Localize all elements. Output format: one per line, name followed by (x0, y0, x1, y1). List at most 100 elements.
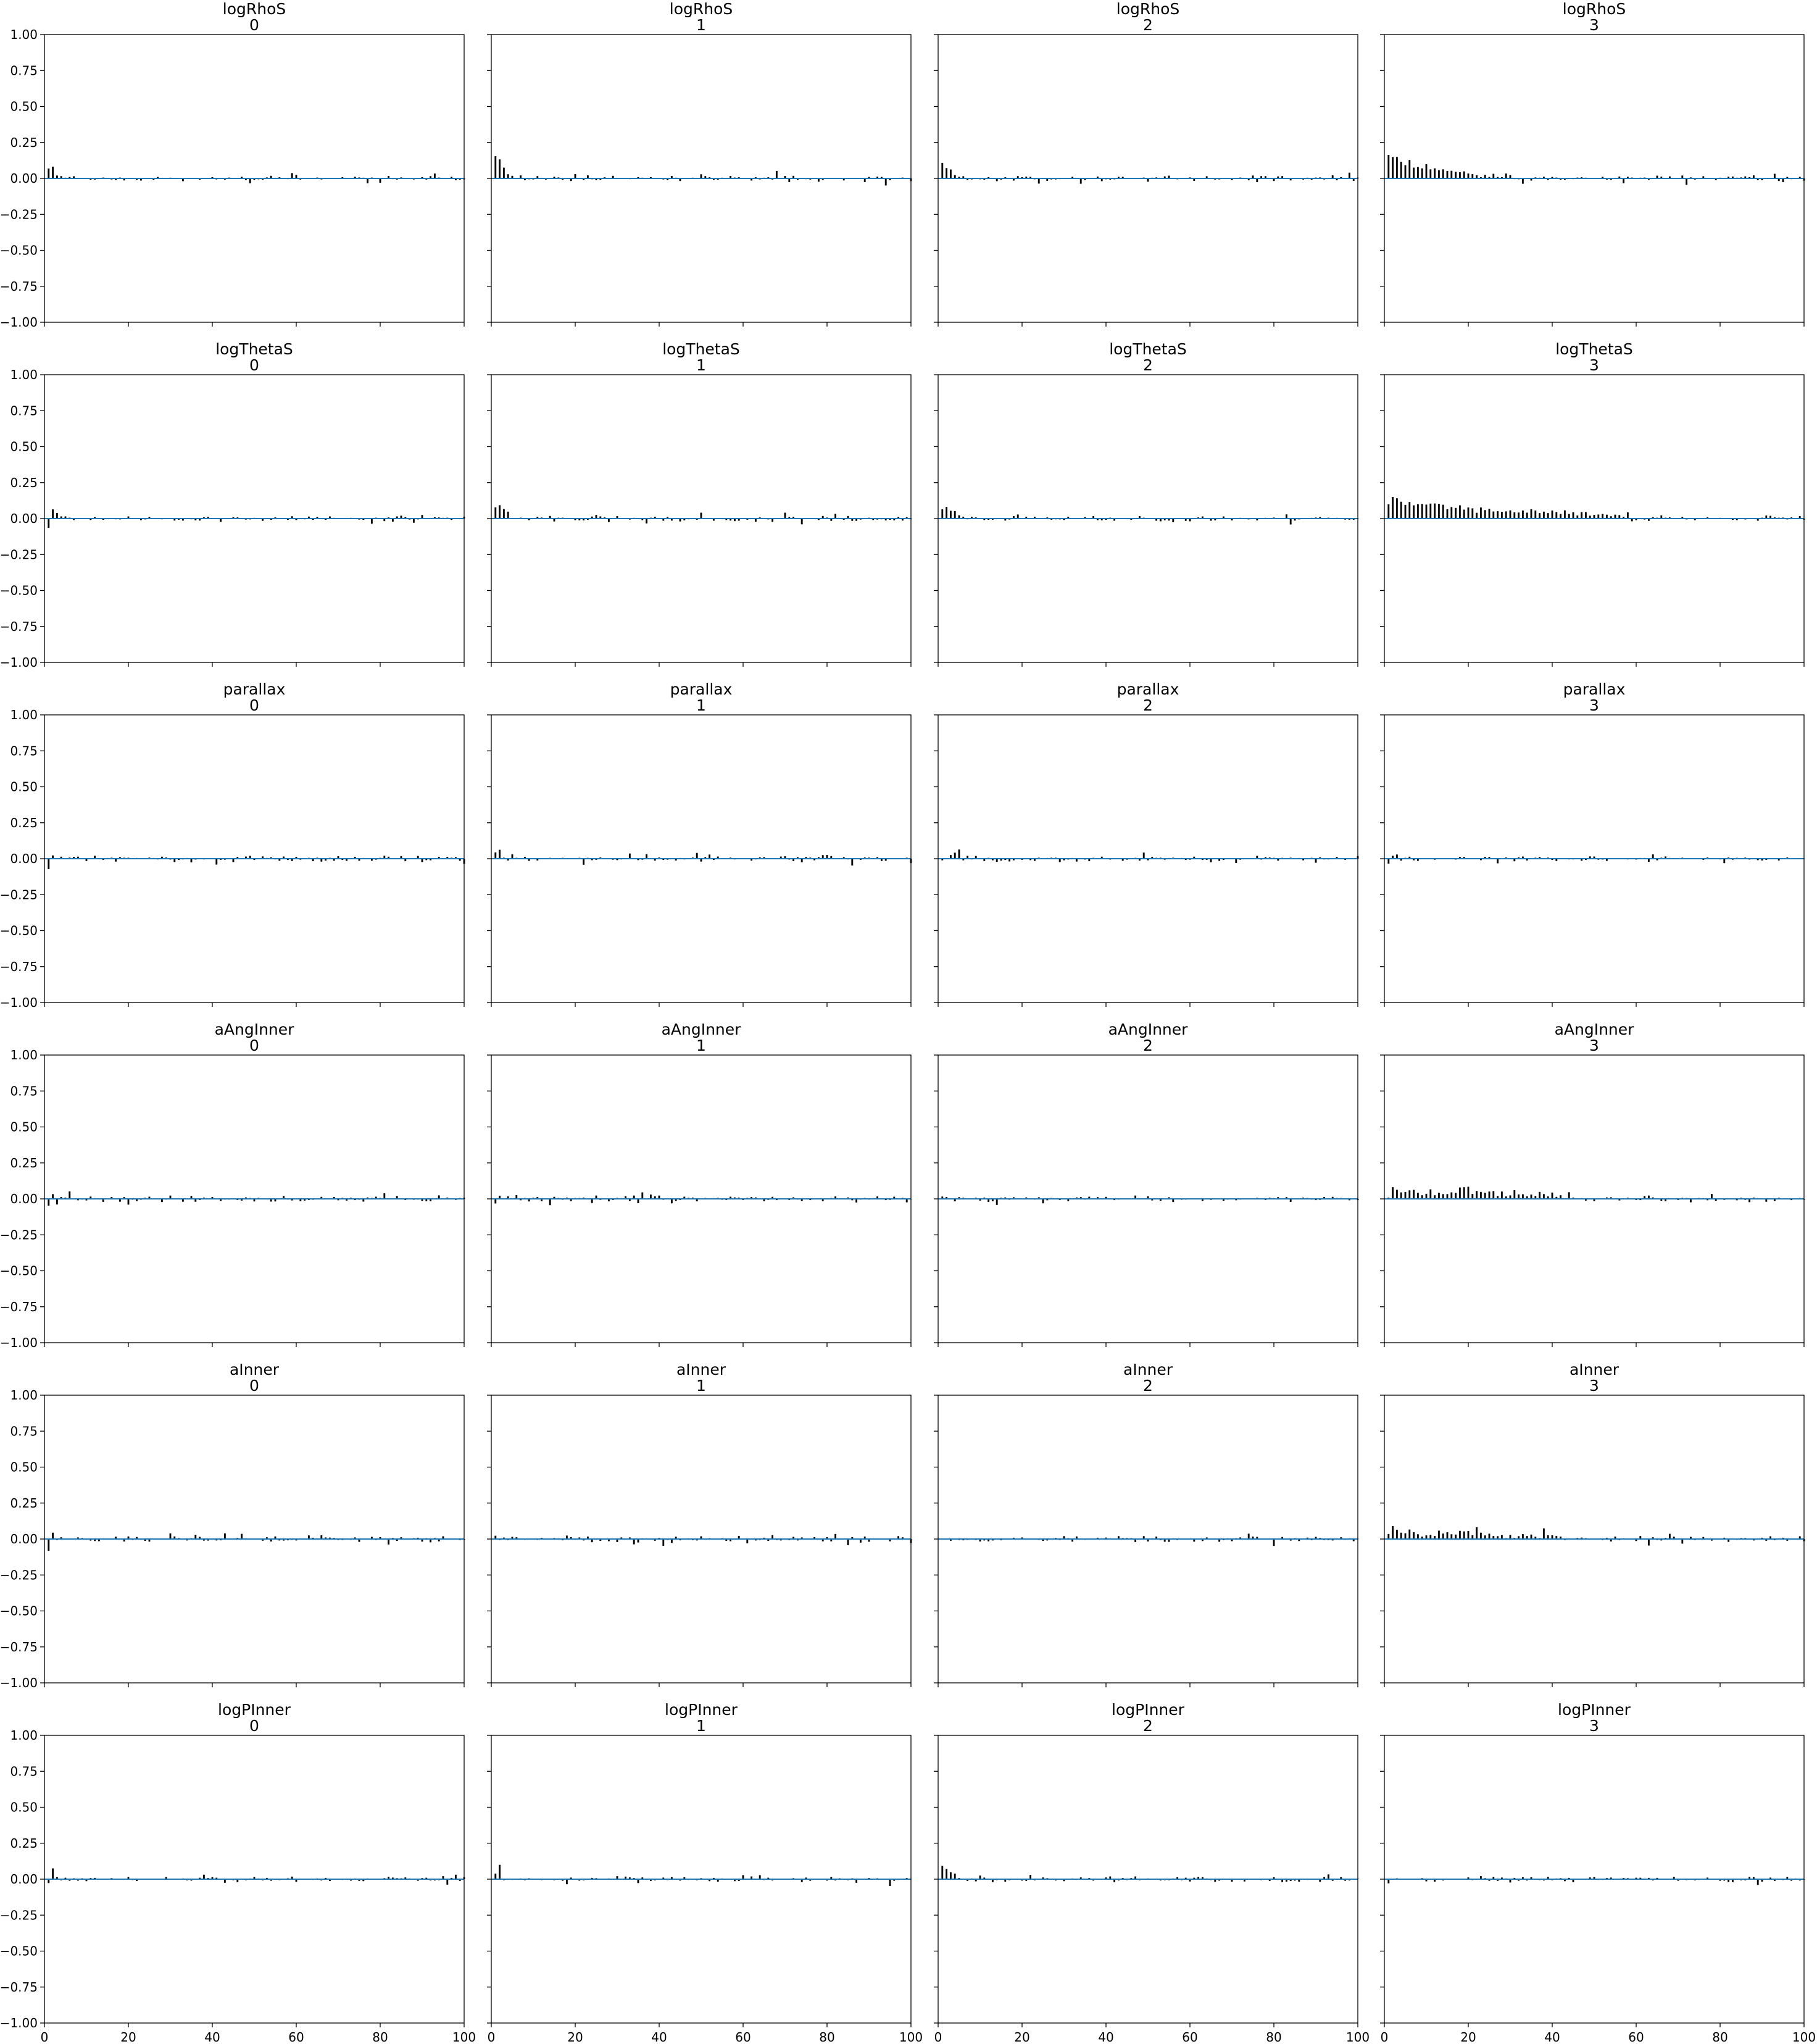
acf-bar (1063, 1536, 1065, 1539)
acf-bar (1479, 1191, 1482, 1199)
acf-bar (1518, 1194, 1520, 1199)
y-tick-label: 0.75 (10, 403, 38, 418)
acf-bar (1331, 1196, 1334, 1199)
y-tick-label: 1.00 (10, 1048, 38, 1062)
acf-bar (220, 519, 222, 522)
acf-bar (94, 1877, 96, 1879)
acf-bar (641, 1877, 644, 1879)
acf-bar (738, 1197, 740, 1199)
subplot-title: logThetaS (1555, 340, 1633, 358)
acf-bar (1151, 1199, 1154, 1201)
acf-bar (1421, 1195, 1423, 1199)
subplot-title: logPInner (665, 1701, 738, 1719)
acf-bar (94, 517, 96, 519)
acf-bar (988, 1199, 990, 1203)
acf-bar (646, 854, 648, 859)
acf-bar (954, 1873, 956, 1879)
acf-bar (1647, 1877, 1650, 1879)
acf-bar (1113, 1199, 1116, 1201)
acf-bar (1773, 173, 1776, 178)
acf-bar (388, 1539, 390, 1545)
acf-bar (1021, 1537, 1023, 1539)
y-tick-label: 0.00 (10, 851, 38, 866)
acf-bar (52, 1868, 54, 1879)
acf-bar (430, 1539, 432, 1543)
acf-bar (85, 1879, 88, 1882)
acf-bar (249, 856, 251, 859)
x-tick-label: 80 (372, 2030, 388, 2044)
acf-bar (274, 1536, 276, 1539)
acf-bar (52, 855, 54, 859)
acf-bar (1281, 176, 1284, 178)
acf-bar (1497, 511, 1499, 519)
acf-bar (1497, 177, 1499, 178)
y-tick-label: −0.75 (0, 1640, 38, 1654)
acf-bar (1497, 1536, 1499, 1539)
acf-bar (754, 1539, 757, 1541)
acf-bar (570, 1199, 572, 1201)
acf-bar (1029, 1875, 1032, 1879)
acf-bar (1404, 165, 1407, 178)
acf-bar (1500, 512, 1503, 519)
acf-bar (1117, 1879, 1120, 1881)
acf-bar (283, 1196, 285, 1199)
acf-bar (641, 519, 644, 520)
acf-bar (658, 1195, 660, 1199)
axes-frame (938, 1054, 1358, 1343)
acf-bar (1100, 178, 1103, 181)
acf-bar (1134, 1539, 1137, 1542)
acf-bar (1539, 1191, 1541, 1199)
acf-bar (954, 511, 956, 519)
acf-bar (494, 507, 497, 519)
acf-bar (388, 176, 390, 178)
acf-bar (1442, 1533, 1444, 1539)
acf-bar (717, 856, 719, 859)
axes-frame (938, 374, 1358, 663)
acf-bar (499, 849, 501, 859)
acf-bar (1539, 513, 1541, 519)
acf-bar (1387, 859, 1390, 864)
acf-bar (1647, 519, 1650, 521)
acf-bar (56, 512, 58, 519)
acf-bar (1142, 852, 1145, 859)
acf-bar (821, 1539, 824, 1541)
acf-bar (1387, 1197, 1390, 1199)
acf-bar (148, 1196, 151, 1199)
acf-bar (438, 1195, 440, 1199)
acf-bar (905, 1199, 908, 1203)
acf-bar (983, 1197, 986, 1199)
acf-bar (388, 856, 390, 859)
acf-bar (1572, 1197, 1574, 1199)
acf-bar (1560, 514, 1562, 519)
acf-bar (1715, 178, 1717, 180)
x-tick-label: 40 (651, 2030, 667, 2044)
acf-bar (1450, 170, 1453, 178)
acf-bar (127, 1199, 130, 1205)
acf-bar (421, 1199, 423, 1201)
acf-bar (1752, 1539, 1755, 1541)
acf-bar (670, 1199, 673, 1204)
acf-bar (975, 856, 977, 859)
acf-bar (425, 1199, 428, 1201)
subplot-title: parallax (223, 680, 286, 698)
acf-bar (1463, 857, 1465, 859)
acf-bar (400, 856, 402, 859)
acf-bar (69, 177, 71, 178)
acf-bar (1463, 171, 1465, 178)
acf-bar (565, 1535, 568, 1539)
acf-bar (341, 859, 344, 861)
subplot-title: logPInner (1112, 1701, 1185, 1719)
acf-bar (859, 1539, 862, 1543)
acf-bar (499, 1864, 501, 1879)
acf-bar (1063, 1879, 1065, 1882)
acf-bar (215, 1877, 218, 1879)
acf-bar (1387, 1533, 1390, 1539)
subplot-subtitle: 0 (249, 1037, 259, 1054)
acf-bar (941, 859, 944, 861)
acf-bar (1450, 1534, 1453, 1539)
acf-bar (1400, 161, 1402, 178)
acf-bar (536, 1196, 539, 1199)
acf-bar (712, 1877, 715, 1879)
acf-bar (1673, 1877, 1675, 1879)
